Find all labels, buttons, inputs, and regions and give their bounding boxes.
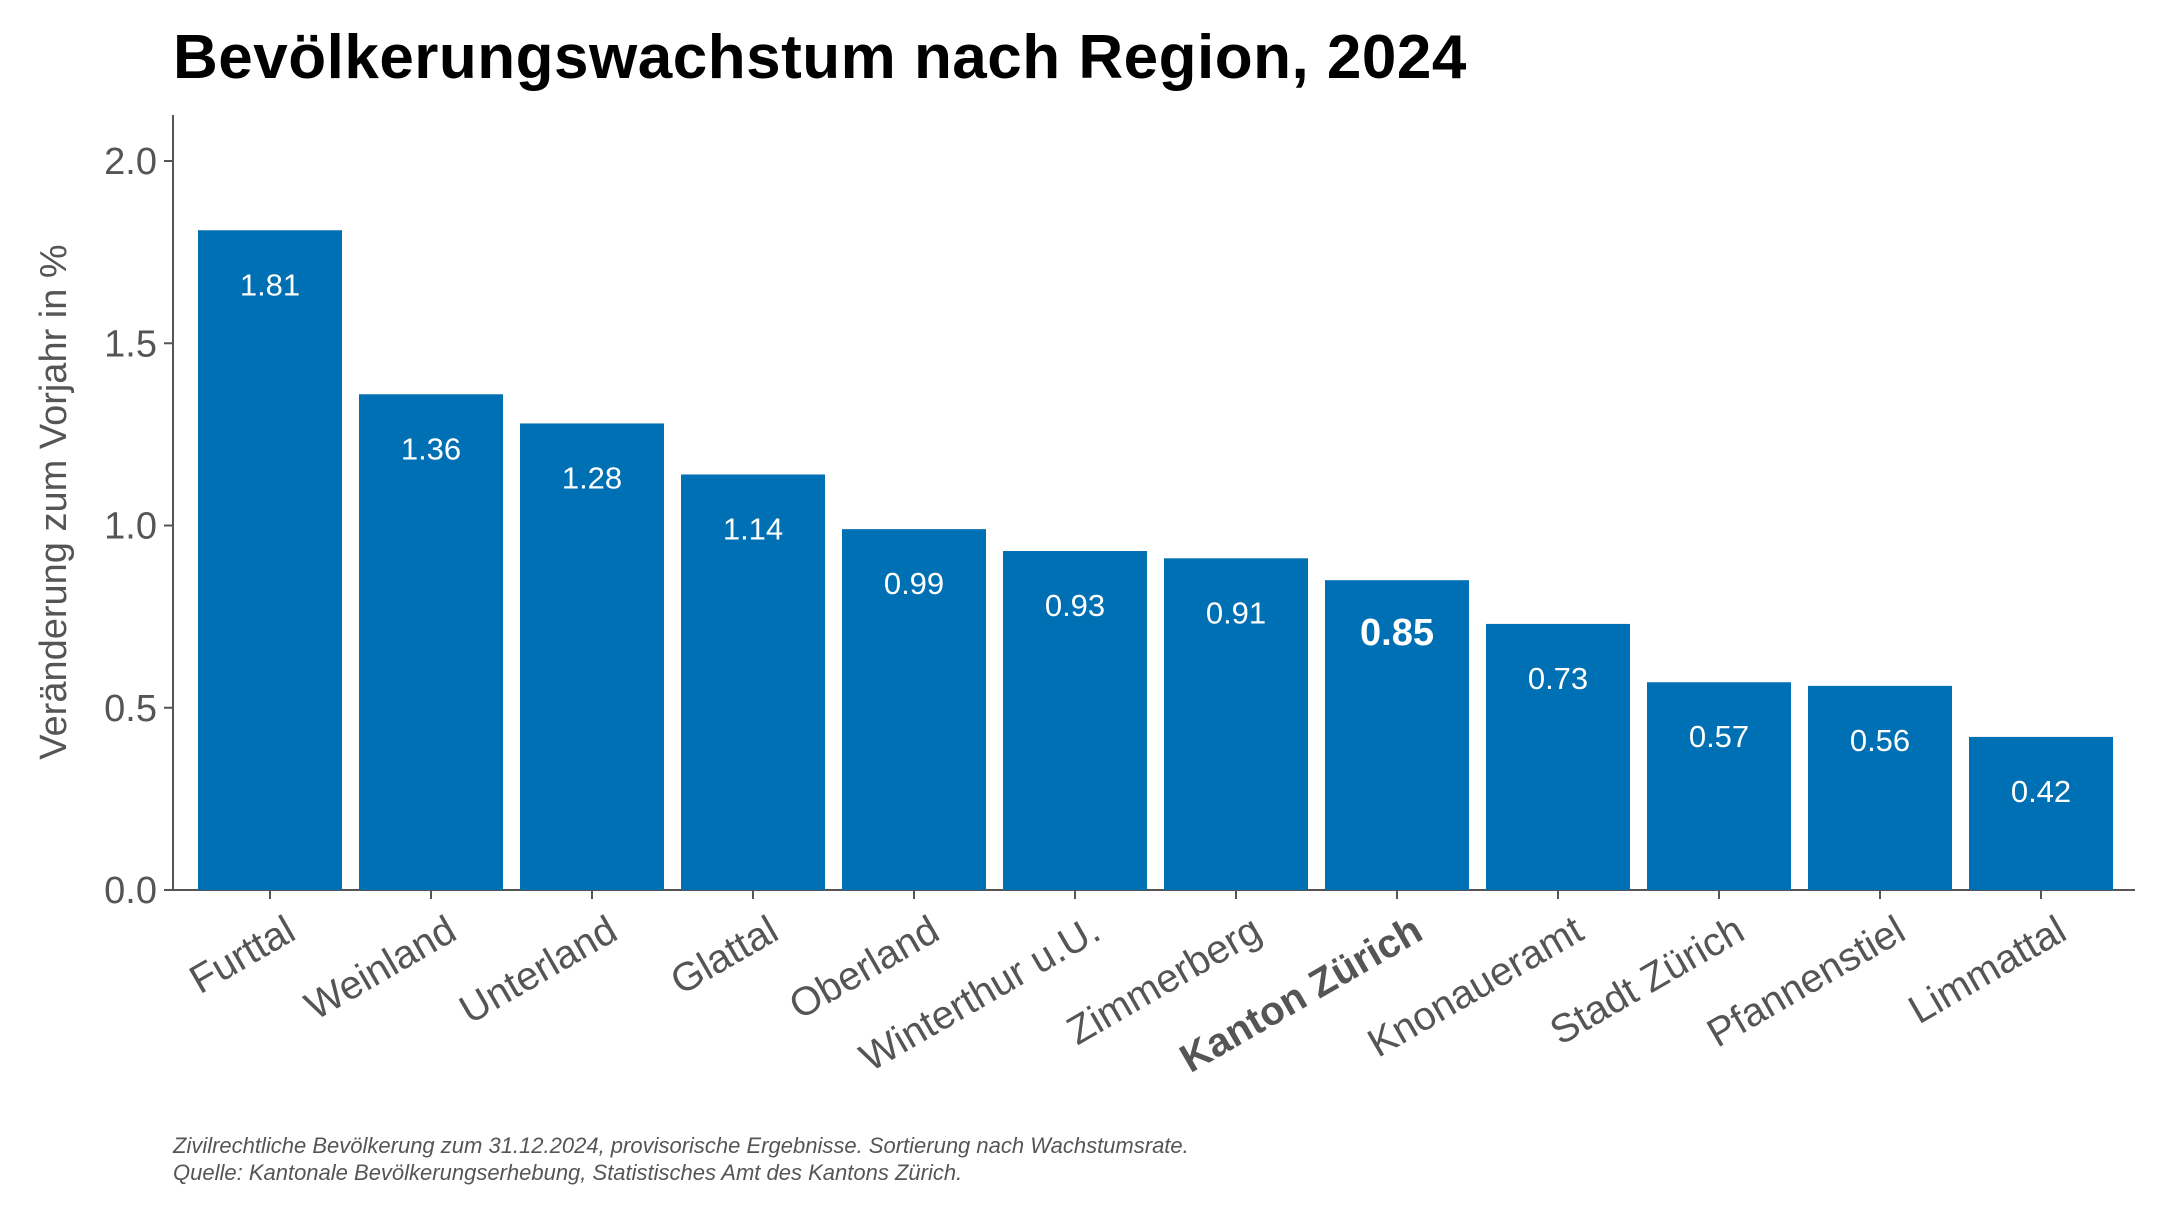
data-label: 0.56: [1850, 723, 1910, 758]
x-tick-label: Limmattal: [1901, 908, 2073, 1033]
bar: [1325, 580, 1469, 890]
bar: [520, 423, 664, 890]
x-tick-label: Glattal: [663, 908, 785, 1004]
bar: [359, 394, 503, 890]
footnote-1: Zivilrechtliche Bevölkerung zum 31.12.20…: [173, 1133, 1189, 1158]
data-label: 1.81: [240, 267, 300, 302]
data-label: 0.42: [2011, 774, 2071, 809]
bar: [1647, 682, 1791, 890]
y-tick-label: 1.0: [104, 506, 157, 548]
data-label: 0.57: [1689, 719, 1749, 754]
data-label: 0.93: [1045, 588, 1105, 623]
bar: [1808, 685, 1952, 890]
data-label: 0.73: [1528, 661, 1588, 696]
chart-title: Bevölkerungswachstum nach Region, 2024: [173, 23, 1467, 92]
bar: [198, 230, 342, 890]
bar: [1969, 736, 2113, 890]
bar: [681, 474, 825, 890]
y-axis-label: Veränderung zum Vorjahr in %: [33, 244, 75, 759]
footnote-source: Quelle: Kantonale Bevölkerungserhebung, …: [173, 1160, 963, 1185]
y-tick-label: 1.5: [104, 323, 157, 365]
bar: [842, 529, 986, 890]
data-label: 1.28: [562, 460, 622, 495]
data-label: 0.85: [1360, 612, 1434, 654]
bar: [1003, 551, 1147, 890]
x-tick-label: Weinland: [298, 908, 464, 1029]
y-tick-label: 2.0: [104, 141, 157, 183]
y-tick-label: 0.0: [104, 870, 157, 912]
data-label: 0.91: [1206, 595, 1266, 630]
x-tick-label: Unterland: [452, 908, 624, 1033]
y-tick-label: 0.5: [104, 688, 157, 730]
data-label: 0.99: [884, 566, 944, 601]
x-tick-label: Furttal: [182, 908, 302, 1003]
bar: [1164, 558, 1308, 890]
bar: [1486, 623, 1630, 890]
data-label: 1.36: [401, 431, 461, 466]
data-label: 1.14: [723, 511, 783, 546]
